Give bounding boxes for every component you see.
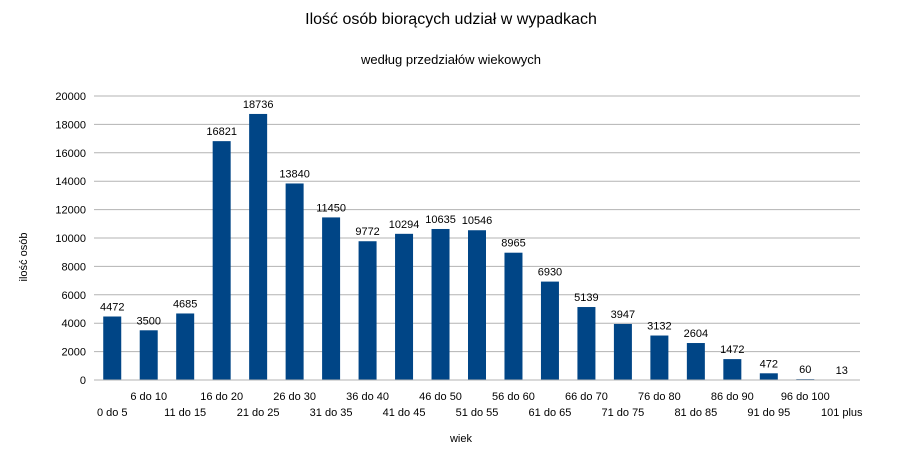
x-tick-label: 26 do 30 (273, 391, 316, 403)
data-label: 13840 (279, 168, 310, 180)
chart-subtitle: według przedziałów wiekowych (360, 52, 541, 67)
data-label: 10294 (389, 219, 420, 231)
bar (212, 141, 231, 380)
y-tick-label: 12000 (55, 205, 86, 217)
x-tick-label: 0 do 5 (97, 407, 128, 419)
data-label: 10546 (462, 215, 493, 227)
y-tick-label: 20000 (55, 91, 86, 103)
bar (577, 307, 596, 380)
x-tick-label: 76 do 80 (638, 391, 681, 403)
y-tick-label: 6000 (62, 290, 86, 302)
bar (540, 281, 559, 380)
y-tick-label: 14000 (55, 176, 86, 188)
bar (322, 217, 341, 380)
bar (103, 316, 122, 380)
bar (139, 330, 158, 380)
data-label: 11450 (316, 202, 346, 214)
data-label: 10635 (425, 214, 456, 226)
x-tick-labels: 0 do 56 do 10 11 do 15 16 do 20 21 do 25 26 … (97, 391, 863, 419)
bar (504, 252, 523, 380)
x-tick-label: 6 do 10 (130, 391, 167, 403)
x-tick-label: 46 do 50 (419, 391, 462, 403)
x-tick-label: 21 do 25 (237, 407, 280, 419)
x-tick-label: 61 do 65 (529, 407, 572, 419)
y-tick-label: 18000 (55, 119, 86, 131)
data-label: 4472 (100, 301, 124, 313)
x-tick-label: 91 do 95 (747, 407, 790, 419)
y-tick-label: 2000 (62, 347, 86, 359)
data-label: 8965 (501, 238, 525, 250)
x-tick-label: 51 do 55 (456, 407, 499, 419)
x-tick-label: 11 do 15 (164, 407, 206, 419)
x-tick-label: 31 do 35 (310, 407, 353, 419)
data-label: 5139 (574, 292, 598, 304)
bar (468, 230, 486, 380)
x-tick-label: 71 do 75 (601, 407, 644, 419)
x-tick-label: 66 do 70 (565, 391, 608, 403)
bar (613, 323, 632, 380)
data-label: 18736 (243, 99, 274, 111)
chart-title: Ilość osób biorących udział w wypadkach (305, 11, 597, 28)
x-tick-label: 101 plus (821, 407, 863, 419)
y-axis-label: ilość osób (18, 233, 30, 282)
bar (249, 113, 268, 381)
x-tick-label: 56 do 60 (492, 391, 535, 403)
data-label: 3132 (647, 321, 671, 333)
bar (431, 228, 450, 380)
bar (759, 373, 778, 380)
data-label: 60 (799, 364, 811, 376)
y-tick-label: 10000 (55, 233, 86, 245)
x-tick-label: 16 do 20 (200, 391, 243, 403)
data-label: 9772 (355, 226, 379, 238)
data-label: 3947 (611, 309, 635, 321)
data-label: 1472 (720, 344, 744, 356)
y-tick-label: 4000 (62, 318, 86, 330)
bar (686, 343, 705, 380)
bar (395, 233, 414, 380)
bar (176, 313, 195, 380)
data-labels: 4472 3500 4685 16821 18736 13840 11450 9772 1029… (100, 99, 848, 377)
x-axis-label: wiek (449, 433, 473, 445)
x-tick-label: 96 do 100 (781, 391, 830, 403)
y-tick-label: 0 (80, 375, 86, 387)
bar (723, 359, 742, 380)
data-label: 472 (760, 358, 778, 370)
x-tick-label: 36 do 40 (346, 391, 389, 403)
bar (358, 241, 377, 380)
x-tick-label: 86 do 90 (711, 391, 754, 403)
x-tick-label: 81 do 85 (674, 407, 717, 419)
data-label: 2604 (684, 328, 708, 340)
data-label: 16821 (206, 126, 237, 138)
y-tick-labels: 0 2000 4000 6000 8000 10000 12000 14000 16000 180… (55, 91, 86, 387)
bar (650, 335, 669, 380)
bars (103, 113, 851, 381)
y-tick-label: 8000 (62, 261, 86, 273)
data-label: 4685 (173, 298, 197, 310)
data-label: 6930 (538, 267, 562, 279)
data-label: 3500 (136, 315, 160, 327)
bar (285, 183, 304, 380)
y-tick-label: 16000 (55, 148, 86, 160)
data-label: 13 (836, 365, 848, 377)
x-tick-label: 41 do 45 (383, 407, 426, 419)
